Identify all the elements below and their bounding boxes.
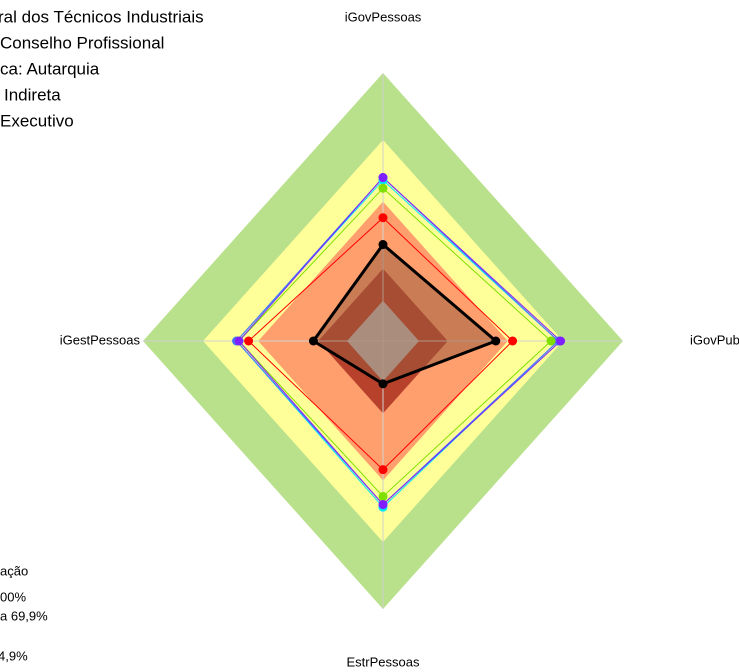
- point: [378, 379, 388, 389]
- point: [378, 173, 388, 183]
- title-line: Executivo: [0, 111, 74, 130]
- title-line: ral dos Técnicos Industriais: [0, 7, 204, 26]
- category-label: iGovPessoas: [345, 9, 422, 24]
- point: [378, 465, 388, 475]
- title-line: Indireta: [4, 85, 61, 104]
- category-label: iGestPessoas: [60, 332, 141, 347]
- title-line: Conselho Profissional: [0, 33, 164, 52]
- point: [378, 240, 388, 250]
- marks: [232, 173, 566, 512]
- texts: iGovPessoas iGovPub EstrPessoas iGestPessoa…: [0, 7, 739, 669]
- point: [378, 183, 388, 193]
- legend-line: ação: [0, 563, 28, 578]
- point: [378, 499, 388, 509]
- point: [378, 491, 388, 501]
- category-label: EstrPessoas: [347, 654, 420, 669]
- legend-line: 00%: [0, 589, 26, 604]
- point: [308, 336, 318, 346]
- legend-line: 4,9%: [0, 648, 28, 663]
- point: [508, 336, 518, 346]
- category-label: iGovPub: [690, 332, 739, 347]
- point: [491, 336, 501, 346]
- point: [378, 213, 388, 223]
- point: [234, 336, 244, 346]
- title-line: ca: Autarquia: [0, 59, 100, 78]
- point: [546, 336, 556, 346]
- legend-line: a 69,9%: [0, 608, 48, 623]
- point: [556, 336, 566, 346]
- point: [244, 336, 254, 346]
